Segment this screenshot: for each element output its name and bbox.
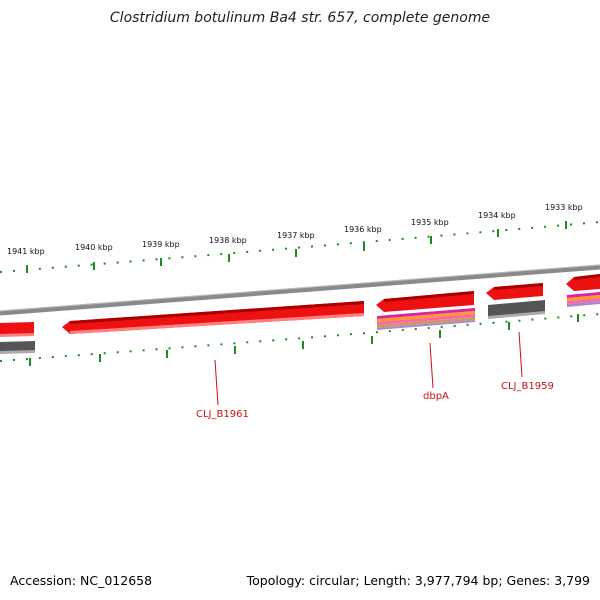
- kbp-label: 1938 kbp: [209, 236, 247, 245]
- kbp-label: 1939 kbp: [142, 240, 180, 249]
- accession-label: Accession: NC_012658: [10, 573, 153, 588]
- kbp-labels: 1941 kbp 1940 kbp 1939 kbp 1938 kbp 1937…: [7, 203, 583, 256]
- kbp-label: 1941 kbp: [7, 247, 45, 256]
- gene-label-dbpA: dbpA: [423, 391, 449, 402]
- label-leaders: [214, 331, 523, 406]
- grey-gene-left: [0, 341, 35, 353]
- kbp-label: 1940 kbp: [75, 243, 113, 252]
- feature-stripes-right: [567, 292, 600, 307]
- feature-stripes-dbpA: [377, 308, 475, 330]
- kbp-label: 1934 kbp: [478, 211, 516, 220]
- inner-major-ticks: [29, 314, 579, 366]
- topology-label: Topology: circular; Length: 3,977,794 bp…: [246, 573, 590, 588]
- genome-backbone: [0, 264, 600, 316]
- gene-left-partial: [0, 322, 34, 336]
- kbp-label: 1937 kbp: [277, 231, 315, 240]
- gene-label-CLJ_B1961: CLJ_B1961: [196, 409, 249, 420]
- gene-labels: CLJ_B1961 dbpA CLJ_B1959: [196, 381, 554, 420]
- gene-CLJ_B1961: [62, 301, 364, 334]
- kbp-label: 1936 kbp: [344, 225, 382, 234]
- gene-track-grey: [0, 300, 545, 354]
- gene-label-CLJ_B1959: CLJ_B1959: [501, 381, 554, 392]
- gene-dbpA: [376, 291, 474, 312]
- kbp-label: 1933 kbp: [545, 203, 583, 212]
- gene-track-red: [0, 274, 600, 337]
- kbp-label: 1935 kbp: [411, 218, 449, 227]
- outer-major-ticks: [26, 221, 567, 273]
- inner-tick-ring: [0, 313, 600, 362]
- map-title: Clostridium botulinum Ba4 str. 657, comp…: [109, 10, 491, 26]
